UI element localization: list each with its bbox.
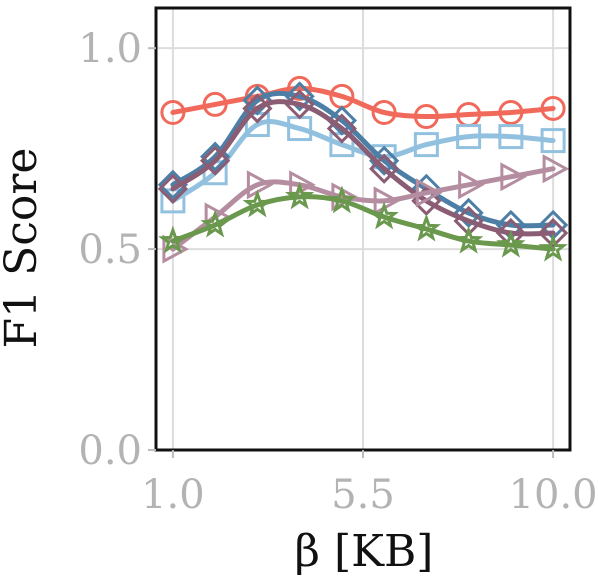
- data-point-square: [498, 124, 524, 150]
- data-point-star: [538, 233, 568, 262]
- data-point-star: [411, 213, 442, 242]
- data-point-circle: [202, 91, 228, 117]
- data-point-diamond: [326, 105, 357, 136]
- series-line: [170, 99, 556, 237]
- data-point-square: [413, 132, 439, 158]
- data-point-diamond: [242, 93, 273, 124]
- y-tick-label: 0.0: [78, 428, 142, 474]
- data-point-circle: [160, 99, 186, 125]
- series-6: [158, 181, 568, 262]
- data-point-circle: [287, 75, 313, 101]
- y-axis-ticks: 0.0 0.5 1.0: [78, 26, 156, 474]
- data-point-star: [284, 181, 315, 210]
- data-point-diamond: [200, 145, 231, 176]
- data-point-diamond: [242, 85, 273, 116]
- data-point-diamond: [157, 169, 189, 200]
- data-point-star: [327, 185, 357, 214]
- data-point-star: [454, 225, 484, 254]
- y-tick-label: 0.5: [78, 227, 142, 273]
- data-point-star: [242, 189, 272, 218]
- data-point-star: [158, 225, 188, 254]
- x-tick-label: 5.5: [331, 472, 395, 518]
- series-3: [157, 81, 569, 241]
- series-line: [170, 194, 556, 252]
- data-point-circle: [540, 95, 566, 121]
- data-point-diamond: [284, 89, 315, 120]
- series-line: [170, 85, 556, 120]
- series-line: [170, 119, 556, 204]
- gridlines: [156, 8, 570, 451]
- data-point-triangle-right: [415, 178, 443, 208]
- series-layer: [157, 75, 570, 264]
- y-tick-label: 1.0: [78, 26, 142, 72]
- data-point-star: [496, 229, 526, 258]
- data-point-diamond: [369, 145, 400, 176]
- data-point-triangle-right: [458, 170, 485, 200]
- x-tick-label: 1.0: [141, 472, 205, 518]
- data-point-diamond: [537, 217, 569, 249]
- series-line: [170, 90, 556, 229]
- data-point-square: [540, 128, 566, 154]
- y-axis-label: F1 Score: [0, 148, 47, 349]
- series-4: [157, 89, 569, 249]
- data-point-diamond: [284, 81, 315, 112]
- data-point-circle: [371, 99, 397, 125]
- data-point-triangle-right: [162, 234, 190, 264]
- x-tick-label: 10.0: [509, 472, 598, 518]
- data-point-square: [456, 124, 482, 150]
- data-point-triangle-right: [542, 154, 570, 184]
- x-axis-label: β [KB]: [295, 526, 434, 577]
- data-point-diamond: [326, 113, 357, 144]
- data-point-star: [200, 209, 230, 238]
- data-point-triangle-right: [373, 186, 401, 216]
- data-point-triangle-right: [246, 170, 274, 200]
- series-line: [170, 166, 556, 252]
- x-axis-ticks: 1.0 5.5 10.0: [141, 450, 598, 518]
- data-point-star: [369, 201, 399, 230]
- data-point-triangle-right: [500, 162, 527, 192]
- data-point-circle: [498, 99, 524, 125]
- data-point-diamond: [157, 173, 189, 204]
- data-point-circle: [413, 103, 439, 129]
- data-point-diamond: [369, 153, 400, 184]
